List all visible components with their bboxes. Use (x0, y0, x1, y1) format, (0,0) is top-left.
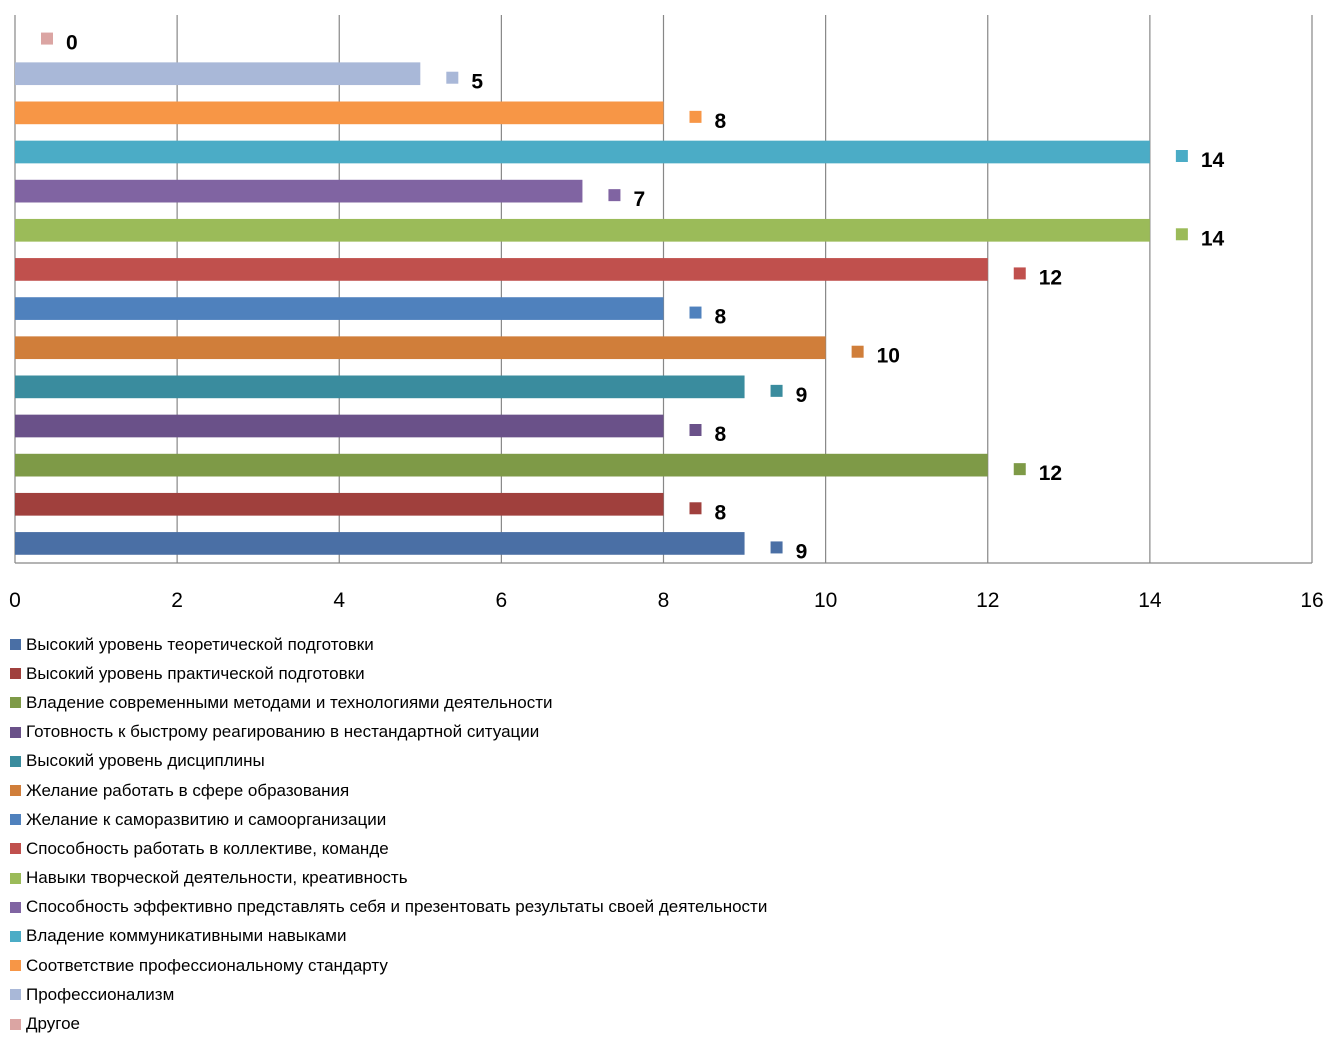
bar (15, 140, 1150, 164)
bar (15, 375, 745, 399)
data-label: 7 (633, 188, 645, 211)
legend-label: Высокий уровень дисциплины (26, 751, 265, 771)
bar (15, 258, 988, 281)
legend-swatch (10, 843, 21, 855)
legend-item: Желание работать в сфере образования (10, 776, 767, 805)
data-label-marker (770, 541, 783, 554)
data-label: 5 (471, 71, 483, 94)
legend-swatch (10, 755, 21, 767)
data-label-marker (851, 345, 864, 358)
data-label: 0 (66, 32, 78, 55)
legend-item: Соответствие профессиональному стандарту (10, 951, 767, 980)
legend-label: Владение коммуникативными навыками (26, 926, 347, 946)
data-label-marker (689, 306, 702, 319)
data-label: 8 (715, 306, 727, 329)
legend-item: Владение коммуникативными навыками (10, 922, 767, 951)
legend-label: Владение современными методами и техноло… (26, 692, 553, 712)
legend-label: Готовность к быстрому реагированию в нес… (26, 722, 540, 742)
legend-swatch (10, 697, 21, 709)
data-label: 8 (715, 501, 727, 524)
legend-label: Высокий уровень теоретической подготовки (26, 634, 374, 654)
legend-swatch (10, 785, 21, 797)
grid-lines (14, 15, 1313, 564)
x-tick-label: 10 (814, 589, 837, 612)
x-tick-label: 0 (9, 589, 21, 612)
legend-swatch (10, 901, 21, 913)
data-label-marker (689, 110, 702, 123)
data-label-marker (1013, 463, 1026, 476)
x-tick-label: 6 (496, 589, 508, 612)
legend-label: Желание работать в сфере образования (26, 780, 350, 800)
data-label: 8 (715, 423, 727, 446)
legend-swatch (10, 1018, 21, 1030)
legend-swatch (10, 989, 21, 1001)
data-label: 12 (1039, 462, 1062, 485)
legend: Высокий уровень теоретической подготовки… (10, 630, 767, 1039)
data-label-marker (689, 502, 702, 515)
data-label-marker (1175, 150, 1188, 162)
bar (15, 532, 745, 555)
legend-label: Другое (26, 1014, 81, 1034)
legend-item: Способность эффективно представлять себя… (10, 893, 767, 922)
data-label: 14 (1201, 149, 1225, 172)
legend-label: Высокий уровень практической подготовки (26, 663, 365, 683)
legend-item: Владение современными методами и техноло… (10, 688, 767, 717)
legend-item: Навыки творческой деятельности, креативн… (10, 864, 767, 893)
legend-swatch (10, 930, 21, 942)
data-label: 9 (796, 384, 808, 407)
legend-swatch (10, 960, 21, 972)
bar-chart: 9 8 12 8 9 10 8 12 14 7 14 8 5 0 0 2 4 6 8 10 12 14 16 (9, 15, 1324, 612)
x-tick-label: 2 (171, 589, 183, 612)
data-label: 14 (1201, 227, 1225, 250)
data-label-marker (41, 32, 53, 45)
data-label-marker (608, 189, 621, 202)
data-label: 9 (796, 540, 808, 563)
data-label: 12 (1039, 266, 1062, 289)
x-tick-label: 4 (333, 589, 345, 612)
legend-label: Желание к саморазвитию и самоорганизации (26, 809, 387, 829)
legend-label: Способность работать в коллективе, коман… (26, 838, 389, 858)
legend-swatch (10, 726, 21, 738)
bar (15, 492, 664, 516)
bar (15, 62, 421, 86)
legend-item: Желание к саморазвитию и самоорганизации (10, 805, 767, 834)
legend-label: Соответствие профессиональному стандарту (26, 955, 388, 975)
bar (15, 297, 664, 320)
legend-label: Навыки творческой деятельности, креативн… (26, 868, 408, 888)
legend-label: Способность эффективно представлять себя… (26, 897, 768, 917)
data-label-marker (1175, 228, 1188, 241)
data-label-marker (446, 71, 459, 84)
x-tick-label: 12 (976, 589, 999, 612)
data-label-marker (770, 384, 783, 397)
x-tick-label: 14 (1138, 589, 1162, 612)
legend-item: Высокий уровень теоретической подготовки (10, 630, 767, 659)
legend-swatch (10, 872, 21, 884)
legend-item: Высокий уровень практической подготовки (10, 659, 767, 688)
x-axis-ticks: 0 2 4 6 8 10 12 14 16 (9, 589, 1324, 612)
bar (15, 179, 583, 203)
x-tick-label: 16 (1300, 589, 1323, 612)
legend-swatch (10, 668, 21, 680)
legend-swatch (10, 639, 21, 651)
bar (15, 101, 664, 125)
data-label: 10 (877, 345, 900, 368)
bar (15, 453, 988, 477)
legend-item: Высокий уровень дисциплины (10, 747, 767, 776)
bar (15, 336, 826, 360)
data-labels: 9 8 12 8 9 10 8 12 14 7 14 8 5 0 (41, 32, 1225, 563)
data-label-marker (689, 424, 702, 436)
data-label-marker (1013, 267, 1026, 280)
legend-item: Способность работать в коллективе, коман… (10, 834, 767, 863)
bar (15, 218, 1150, 242)
legend-label: Профессионализм (26, 984, 175, 1004)
data-label: 8 (715, 110, 727, 133)
legend-swatch (10, 814, 21, 826)
legend-item: Профессионализм (10, 980, 767, 1009)
bars (15, 62, 1150, 555)
legend-item: Другое (10, 1009, 767, 1038)
x-tick-label: 8 (658, 589, 670, 612)
legend-item: Готовность к быстрому реагированию в нес… (10, 718, 767, 747)
bar (15, 414, 664, 438)
